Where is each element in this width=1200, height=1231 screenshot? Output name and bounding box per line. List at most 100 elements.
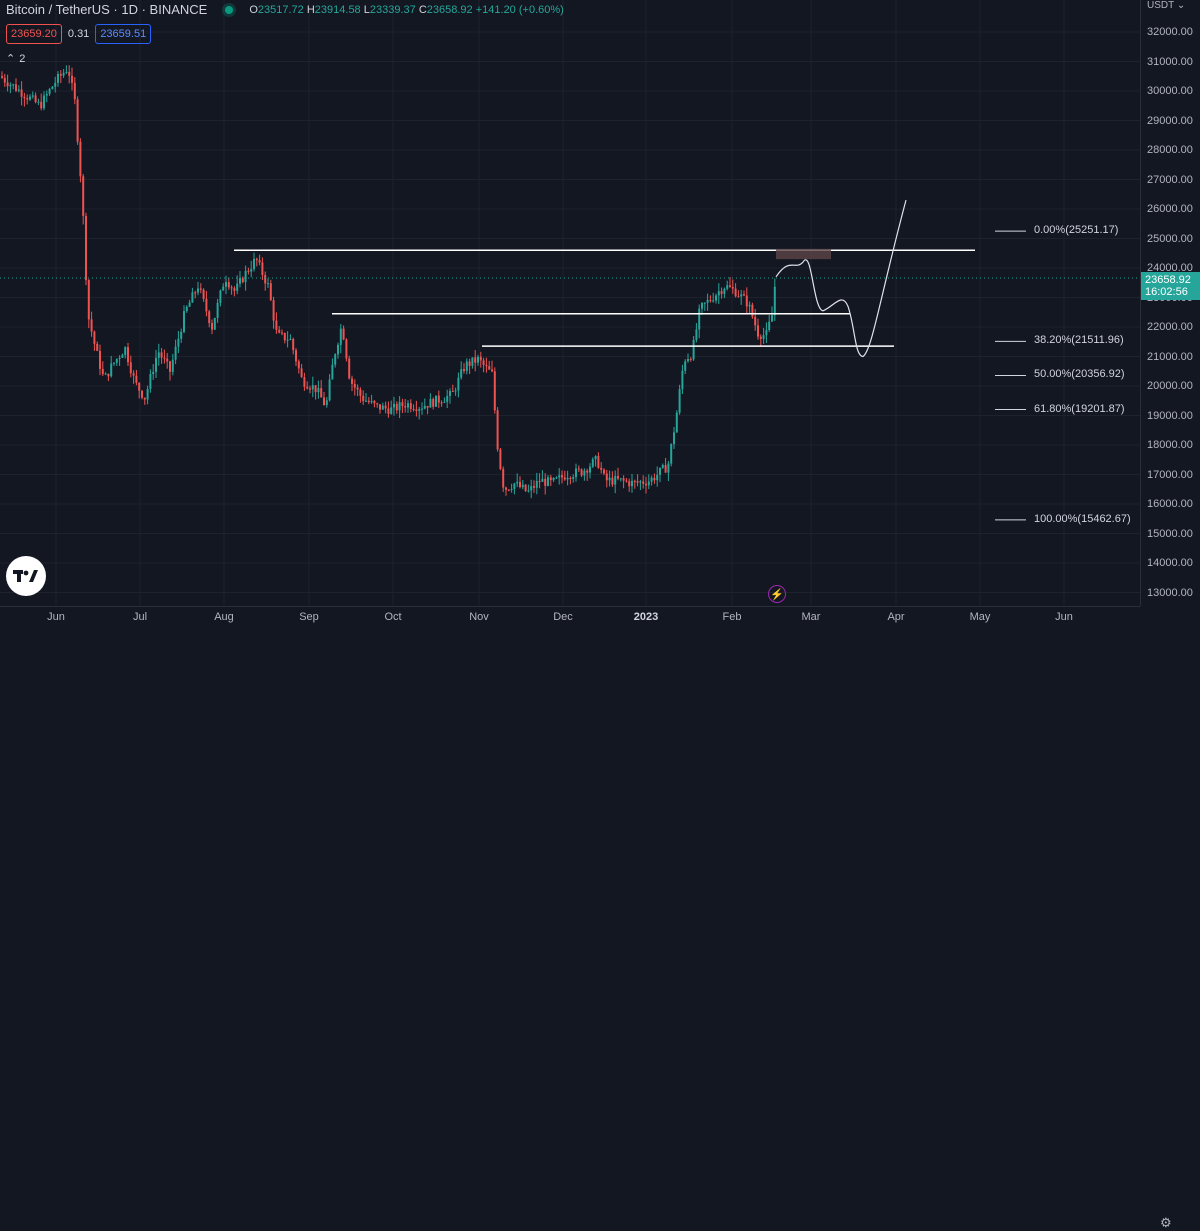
candlestick-chart[interactable] bbox=[0, 0, 1140, 606]
candle-body bbox=[62, 72, 65, 76]
candle-body bbox=[323, 397, 325, 406]
candle-body bbox=[421, 408, 423, 410]
candle-body bbox=[659, 467, 661, 475]
candle-body bbox=[317, 388, 320, 393]
candle-body bbox=[59, 74, 62, 76]
time-tick-label: Apr bbox=[887, 611, 905, 623]
candle-body bbox=[241, 278, 244, 283]
price-tick-label: 14000.00 bbox=[1147, 557, 1193, 569]
candle-body bbox=[670, 444, 673, 464]
time-tick-label: Jul bbox=[132, 611, 148, 623]
candle-body bbox=[233, 288, 236, 291]
price-tick-label: 29000.00 bbox=[1147, 114, 1193, 127]
indicators-count: 2 bbox=[19, 52, 26, 65]
chart-canvas[interactable]: Bitcoin / TetherUS · 1D · BINANCE O23517… bbox=[0, 0, 1140, 606]
candle-body bbox=[365, 400, 367, 402]
candle-body bbox=[412, 408, 415, 410]
flash-icon[interactable]: ⚡ bbox=[768, 585, 786, 603]
candle-body bbox=[99, 350, 101, 369]
candle-body bbox=[23, 96, 26, 99]
candle-body bbox=[146, 388, 149, 400]
currency-selector[interactable]: USDT ⌄ bbox=[1147, 0, 1186, 11]
candle-body bbox=[297, 361, 300, 369]
candle-body bbox=[320, 388, 323, 398]
chevron-up-icon[interactable]: ⌃ bbox=[6, 53, 16, 65]
candle-body bbox=[642, 481, 645, 484]
candle-body bbox=[633, 480, 636, 482]
gear-icon[interactable]: ⚙ bbox=[1160, 1215, 1172, 1230]
candle-body bbox=[247, 270, 250, 272]
candle-body bbox=[468, 361, 471, 366]
candle-body bbox=[381, 405, 384, 410]
candle-body bbox=[533, 486, 535, 488]
candle-body bbox=[631, 480, 633, 487]
candle-body bbox=[129, 362, 132, 374]
candle-body bbox=[757, 325, 759, 337]
market-open-status-icon bbox=[225, 5, 234, 14]
candle-body bbox=[373, 400, 376, 404]
candle-body bbox=[269, 283, 272, 301]
time-axis[interactable]: Jun Jul Aug Sep Oct Nov Dec 2023 Feb Mar Apr May Jun… bbox=[0, 606, 1172, 1230]
candle-body bbox=[701, 303, 703, 309]
candle-body bbox=[521, 484, 524, 488]
candle-body bbox=[286, 339, 289, 341]
candle-body bbox=[325, 400, 328, 406]
candle-body bbox=[611, 477, 614, 485]
candle-body bbox=[115, 358, 118, 363]
candle-body bbox=[561, 475, 563, 478]
candle-body bbox=[647, 481, 650, 486]
candle-body bbox=[541, 478, 544, 482]
candle-body bbox=[309, 388, 311, 390]
price-tick-label: 27000.00 bbox=[1147, 173, 1193, 186]
candle-body bbox=[73, 82, 76, 100]
candle-body bbox=[57, 74, 59, 83]
candle-body bbox=[569, 477, 572, 479]
candle-body bbox=[37, 101, 40, 103]
candle-body bbox=[345, 339, 348, 359]
candle-body bbox=[177, 338, 180, 347]
candle-body bbox=[748, 304, 751, 307]
sell-price-button[interactable]: 23659.20 bbox=[6, 24, 62, 44]
candle-body bbox=[549, 477, 552, 481]
candle-body bbox=[418, 409, 421, 412]
symbol-legend[interactable]: Bitcoin / TetherUS · 1D · BINANCE O23517… bbox=[6, 2, 564, 17]
indicators-toggle[interactable]: ⌃ 2 bbox=[6, 52, 26, 66]
candle-body bbox=[538, 480, 541, 482]
candle-body bbox=[376, 403, 379, 405]
price-tick-label: 20000.00 bbox=[1147, 380, 1193, 392]
candle-body bbox=[395, 403, 398, 411]
candle-body bbox=[479, 356, 482, 361]
candle-body bbox=[300, 368, 303, 378]
current-price-tag: 23658.92 16:02:56 bbox=[1141, 272, 1200, 300]
candle-body bbox=[653, 477, 656, 481]
price-change: +141.20 (+0.60%) bbox=[475, 3, 564, 16]
candle-body bbox=[558, 475, 561, 478]
candle-body bbox=[519, 481, 521, 488]
price-tick-label: 21000.00 bbox=[1147, 350, 1193, 363]
candle-body bbox=[188, 302, 191, 307]
tradingview-logo-icon[interactable] bbox=[6, 556, 46, 596]
candle-body bbox=[437, 395, 440, 403]
candle-body bbox=[628, 481, 631, 487]
price-axis[interactable]: USDT ⌄ 32000.00 31000.00 30000.00 29000.00 2… bbox=[1140, 0, 1200, 606]
price-tick-label: 13000.00 bbox=[1147, 586, 1193, 599]
candle-body bbox=[429, 399, 432, 408]
time-tick-label: Mar bbox=[801, 611, 821, 623]
price-tick-label: 16000.00 bbox=[1147, 498, 1193, 510]
candle-body bbox=[600, 467, 603, 470]
candle-body bbox=[712, 300, 715, 302]
symbol-title[interactable]: Bitcoin / TetherUS · 1D · BINANCE bbox=[6, 2, 208, 17]
candle-body bbox=[157, 352, 160, 358]
candle-body bbox=[239, 278, 241, 284]
candle-body bbox=[754, 316, 757, 326]
price-tick-label: 30000.00 bbox=[1147, 85, 1193, 97]
candle-body bbox=[127, 347, 129, 363]
candle-body bbox=[619, 478, 622, 480]
candle-body bbox=[278, 329, 281, 333]
candle-body bbox=[216, 302, 219, 318]
buy-price-button[interactable]: 23659.51 bbox=[95, 24, 152, 44]
candle-body bbox=[547, 477, 549, 486]
candle-body bbox=[194, 292, 197, 294]
candle-body bbox=[393, 403, 395, 408]
candle-body bbox=[71, 75, 73, 83]
